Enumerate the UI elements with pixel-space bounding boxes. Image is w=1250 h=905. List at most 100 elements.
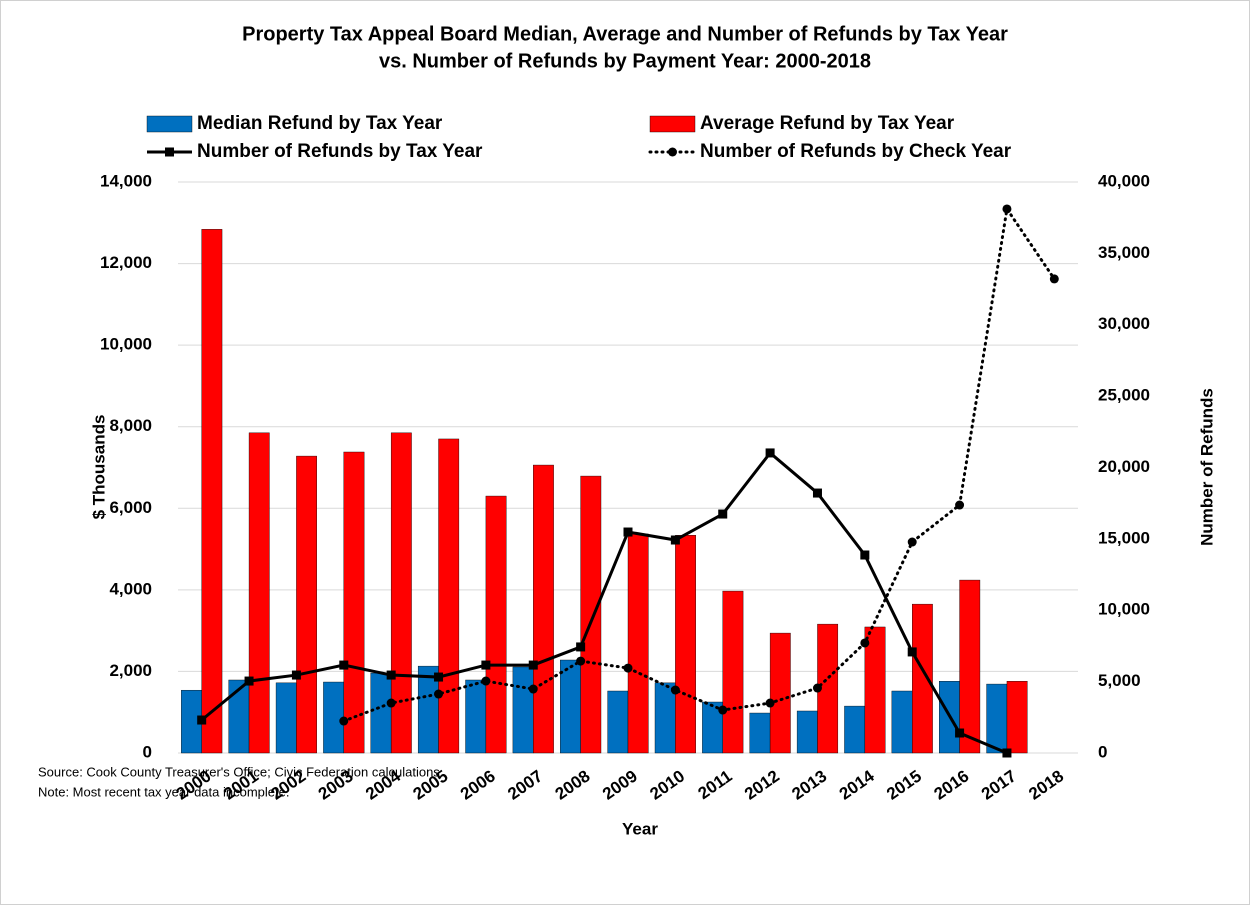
y2-tick-label: 30,000 (1098, 314, 1150, 333)
marker (907, 537, 917, 547)
bar (675, 535, 696, 754)
marker (1049, 274, 1059, 284)
legend-marker (668, 147, 677, 157)
y-axis-label: $ Thousands (89, 415, 108, 520)
bar (769, 632, 791, 754)
bar (323, 681, 344, 754)
bar (749, 712, 771, 754)
bar (370, 672, 392, 754)
y-tick-label: 0 (143, 742, 152, 761)
bar (912, 603, 933, 754)
bar (986, 683, 1008, 754)
y2-tick-label: 35,000 (1098, 243, 1150, 262)
marker (623, 527, 633, 537)
bar (201, 229, 223, 754)
y-tick-label: 2,000 (109, 661, 152, 680)
chart-title: Property Tax Appeal Board Median, Averag… (242, 23, 1008, 45)
legend-label: Median Refund by Tax Year (197, 113, 443, 134)
marker (434, 689, 444, 699)
bar (343, 451, 365, 754)
marker (528, 660, 538, 670)
chart-title: vs. Number of Refunds by Payment Year: 2… (379, 50, 871, 72)
y2-tick-label: 10,000 (1098, 600, 1150, 619)
bar (390, 432, 412, 754)
note: Note: Most recent tax year data incomple… (38, 784, 289, 799)
x-axis-label: Year (622, 819, 658, 838)
bar (485, 495, 507, 754)
marker (765, 448, 775, 458)
y-tick-label: 6,000 (109, 498, 152, 517)
bar (722, 590, 744, 754)
bar (560, 659, 581, 754)
legend-swatch (146, 115, 193, 133)
bar (844, 705, 866, 754)
marker (670, 685, 680, 695)
y-tick-label: 14,000 (100, 171, 152, 190)
bar (580, 475, 602, 754)
y-tick-label: 10,000 (100, 335, 152, 354)
bar (1006, 681, 1028, 754)
marker (339, 716, 349, 726)
legend-marker (165, 147, 174, 157)
y-tick-label: 8,000 (109, 416, 152, 435)
marker (481, 676, 491, 686)
marker (1002, 204, 1012, 214)
bar (438, 438, 460, 754)
marker (291, 670, 301, 680)
marker (339, 660, 349, 670)
y2-tick-label: 20,000 (1098, 457, 1150, 476)
legend-label: Average Refund by Tax Year (700, 113, 955, 134)
marker (718, 509, 728, 519)
bar (248, 432, 270, 754)
marker (481, 660, 491, 670)
bar (891, 690, 913, 754)
source-note: Source: Cook County Treasurer's Office; … (38, 764, 443, 779)
marker (386, 670, 396, 680)
bar (533, 464, 554, 754)
bar (796, 710, 818, 754)
marker (955, 500, 965, 510)
bar (627, 533, 649, 754)
marker (812, 488, 822, 498)
legend-label: Number of Refunds by Tax Year (197, 141, 483, 162)
y2-axis-label: Number of Refunds (1197, 388, 1216, 546)
bar (296, 455, 317, 754)
legend-label: Number of Refunds by Check Year (700, 141, 1012, 162)
y2-tick-label: 0 (1098, 742, 1107, 761)
marker (955, 728, 965, 738)
legend-swatch (649, 115, 696, 133)
marker (197, 715, 207, 725)
marker (670, 535, 680, 545)
marker (434, 672, 444, 682)
marker (718, 705, 728, 715)
marker (528, 684, 538, 694)
bar (864, 626, 886, 754)
y2-tick-label: 15,000 (1098, 528, 1150, 547)
marker (860, 638, 870, 648)
y-tick-label: 12,000 (100, 253, 152, 272)
bar (607, 690, 629, 754)
bar (465, 679, 487, 754)
bar (275, 682, 297, 754)
marker (244, 676, 254, 686)
line (200, 450, 1008, 755)
marker (860, 550, 870, 560)
bar (512, 666, 534, 754)
marker (576, 656, 586, 666)
y2-tick-label: 25,000 (1098, 386, 1150, 405)
marker (576, 642, 586, 652)
y2-tick-label: 5,000 (1098, 671, 1141, 690)
line (342, 205, 1056, 723)
marker (812, 683, 822, 693)
y-tick-label: 4,000 (109, 579, 152, 598)
marker (1002, 748, 1012, 758)
marker (907, 647, 917, 657)
marker (386, 698, 396, 708)
marker (623, 663, 633, 673)
bar (654, 682, 676, 754)
bar (959, 579, 981, 754)
y2-tick-label: 40,000 (1098, 171, 1150, 190)
marker (765, 698, 775, 708)
